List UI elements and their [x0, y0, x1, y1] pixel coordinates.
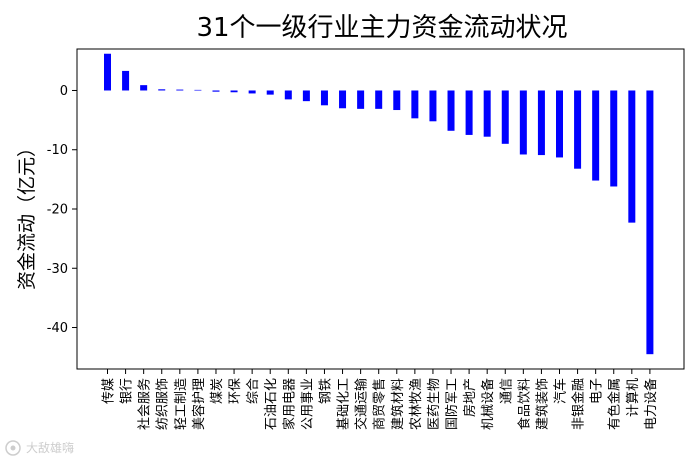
bar-23 [501, 90, 509, 144]
category-label: 农林牧渔 [409, 378, 424, 430]
bar-26 [556, 90, 563, 158]
bar-7 [212, 90, 220, 92]
category-label: 商贸零售 [372, 378, 388, 430]
bar-3 [140, 85, 148, 91]
bar-13 [320, 90, 328, 106]
category-label: 公用事业 [300, 378, 315, 430]
bar-14 [339, 90, 347, 109]
category-label: 机械设备 [480, 378, 496, 430]
category-label: 煤炭 [210, 378, 225, 404]
category-label: 汽车 [553, 378, 569, 404]
category-label: 社会服务 [137, 378, 153, 430]
category-label: 纺织服饰 [156, 378, 171, 430]
y-tick-label: -10 [47, 143, 68, 158]
bar-2 [122, 70, 130, 91]
category-label: 银行 [120, 378, 135, 404]
y-axis-label: 资金流动（亿元） [16, 138, 38, 290]
category-label: 基础化工 [337, 378, 352, 430]
bar-22 [483, 90, 491, 137]
bar-12 [302, 90, 310, 102]
chart-title: 31个一级行业主力资金流动状况 [196, 13, 567, 43]
bar-24 [519, 90, 527, 155]
bar-1 [104, 53, 111, 91]
bar-10 [266, 90, 274, 95]
bar-27 [574, 90, 582, 169]
category-label: 钢铁 [318, 378, 333, 404]
bar-4 [158, 89, 166, 91]
category-label: 综合 [246, 378, 261, 404]
bar-6 [194, 89, 202, 91]
camera-lens-icon [5, 440, 21, 456]
bar-29 [610, 90, 618, 187]
category-label: 食品饮料 [516, 378, 532, 430]
category-label: 有色金属 [607, 378, 623, 430]
bar-15 [357, 90, 365, 109]
bar-25 [537, 90, 545, 156]
bar-8 [230, 90, 238, 93]
bar-9 [248, 90, 256, 94]
bar-19 [429, 90, 437, 122]
bar-18 [411, 90, 419, 119]
category-label: 通信 [499, 378, 514, 404]
y-tick-label: -40 [47, 321, 68, 336]
y-tick-label: 0 [60, 84, 68, 99]
category-label: 电子 [590, 378, 605, 404]
category-label: 非银金融 [571, 378, 587, 430]
category-label: 环保 [228, 378, 243, 404]
bar-11 [284, 90, 292, 100]
bar-5 [176, 89, 184, 91]
bar-16 [375, 90, 383, 109]
category-label: 传媒 [102, 378, 117, 404]
bar-30 [628, 90, 636, 223]
y-tick-label: -20 [47, 203, 68, 218]
category-label: 轻工制造 [174, 378, 189, 430]
watermark-text: 大敌雄嗨 [26, 440, 74, 455]
watermark: 大敌雄嗨 [5, 440, 74, 456]
category-label: 国防军工 [444, 378, 460, 430]
category-label: 医药生物 [427, 378, 442, 430]
bar-31 [646, 90, 654, 355]
category-label: 计算机 [626, 378, 641, 417]
category-label: 家用电器 [281, 378, 297, 430]
bar-20 [447, 90, 455, 131]
category-label: 石油石化 [264, 378, 279, 430]
category-label: 交通运输 [354, 378, 370, 430]
category-label: 美容护理 [191, 378, 207, 430]
category-label: 电力设备 [643, 378, 659, 430]
bar-21 [465, 90, 473, 135]
bar-28 [592, 90, 600, 181]
category-label: 房地产 [462, 378, 478, 417]
category-label: 建筑装饰 [534, 378, 550, 430]
y-tick-label: -30 [47, 262, 68, 277]
category-label: 建筑材料 [390, 378, 406, 430]
plot-area: 0 -10 -20 -30 -40 传媒 银行 社会服务 纺织服饰 轻工制造 美容护理 煤炭 环保 综合石… [47, 48, 685, 430]
bar-17 [393, 90, 401, 111]
